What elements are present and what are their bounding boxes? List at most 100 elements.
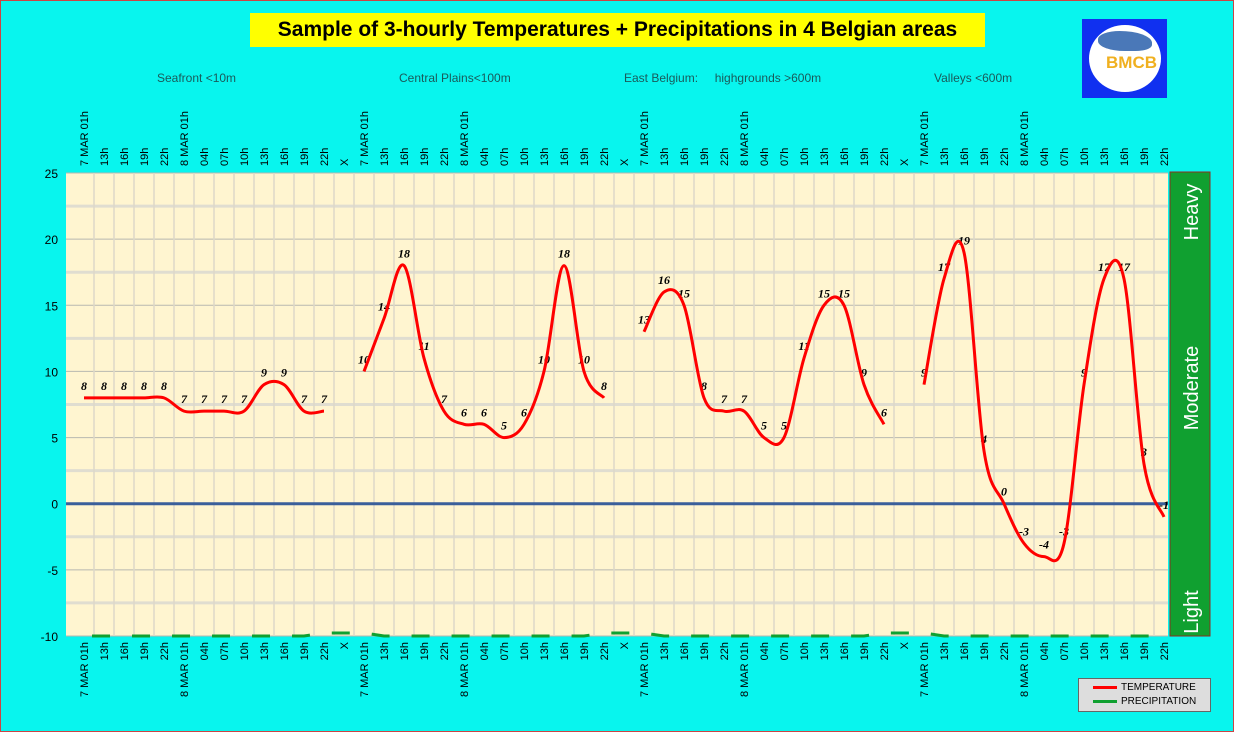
temperature-data-label: 8 [141, 379, 147, 393]
x-tick-label-top: 13h [939, 148, 951, 166]
bmcb-logo: BMCB [1082, 19, 1167, 98]
area-label-seafront: Seafront <10m [157, 71, 237, 85]
x-tick-label-bottom: 13h [1099, 642, 1111, 660]
temperature-data-label: -4 [1039, 538, 1049, 552]
x-tick-label-top: 04h [199, 148, 211, 166]
temperature-data-label: -1 [1159, 498, 1169, 512]
temperature-data-label: 6 [481, 405, 487, 419]
x-tick-label-bottom: 04h [759, 642, 771, 660]
temperature-data-label: 9 [1081, 366, 1087, 380]
x-tick-label-top: 13h [99, 148, 111, 166]
temperature-data-label: 9 [281, 366, 287, 380]
x-tick-label-bottom: 7 MAR 01h [639, 642, 651, 697]
x-tick-label-top: 16h [119, 148, 131, 166]
temperature-data-label: 15 [818, 286, 830, 300]
x-tick-label-top: 07h [779, 148, 791, 166]
x-tick-label-bottom: 16h [279, 642, 291, 660]
x-tick-label-bottom: 22h [599, 642, 611, 660]
y-tick-label: 5 [51, 432, 58, 446]
x-tick-label-bottom: 13h [819, 642, 831, 660]
legend-item-temperature: TEMPERATURE [1093, 682, 1196, 693]
x-tick-label-top: 16h [679, 148, 691, 166]
y-tick-label: 15 [45, 299, 59, 313]
x-tick-label-bottom: 16h [1119, 642, 1131, 660]
x-tick-label-bottom: 8 MAR 01h [179, 642, 191, 697]
legend: TEMPERATURE PRECIPITATION [1078, 678, 1211, 712]
x-tick-label-bottom: 10h [1079, 642, 1091, 660]
temperature-data-label: 8 [601, 379, 607, 393]
x-tick-label-top: 16h [399, 148, 411, 166]
x-tick-label-bottom: 04h [199, 642, 211, 660]
x-tick-label-top: 16h [1119, 148, 1131, 166]
temperature-data-label: 8 [81, 379, 87, 393]
temperature-data-label: 7 [321, 392, 328, 406]
precip-scale-heavy: Heavy [1181, 184, 1203, 241]
x-tick-label-bottom: 7 MAR 01h [359, 642, 371, 697]
temperature-data-label: 8 [701, 379, 707, 393]
x-tick-label-bottom: 22h [879, 642, 891, 660]
x-tick-label-top: 19h [1139, 148, 1151, 166]
area-label-central: Central Plains<100m [399, 71, 511, 85]
x-tick-label-bottom: 19h [859, 642, 871, 660]
x-tick-label-top: 16h [559, 148, 571, 166]
temperature-data-label: 6 [461, 405, 467, 419]
x-tick-label-top: 19h [139, 148, 151, 166]
x-tick-label-bottom: 13h [659, 642, 671, 660]
x-tick-label-top: 8 MAR 01h [1019, 111, 1031, 166]
x-tick-label-top: 22h [719, 148, 731, 166]
x-tick-label-bottom: X [339, 641, 351, 649]
x-tick-label-bottom: 8 MAR 01h [1019, 642, 1031, 697]
x-tick-label-bottom: 10h [519, 642, 531, 660]
x-tick-label-top: 22h [159, 148, 171, 166]
temperature-data-label: 0 [1001, 485, 1007, 499]
x-tick-label-bottom: 22h [999, 642, 1011, 660]
x-tick-label-top: 19h [299, 148, 311, 166]
x-tick-label-bottom: 7 MAR 01h [79, 642, 91, 697]
x-tick-label-top: 07h [1059, 148, 1071, 166]
x-tick-label-bottom: 19h [1139, 642, 1151, 660]
x-tick-label-top: 07h [499, 148, 511, 166]
x-tick-label-top: 7 MAR 01h [639, 111, 651, 166]
temperature-data-label: -3 [1019, 524, 1029, 538]
temperature-data-label: 5 [501, 419, 507, 433]
x-tick-label-top: X [619, 158, 631, 166]
x-tick-label-top: 13h [1099, 148, 1111, 166]
x-tick-label-top: 16h [839, 148, 851, 166]
x-tick-label-top: 13h [259, 148, 271, 166]
x-tick-label-top: 13h [539, 148, 551, 166]
x-tick-label-top: X [339, 158, 351, 166]
x-tick-label-top: 8 MAR 01h [459, 111, 471, 166]
x-tick-label-top: 19h [579, 148, 591, 166]
temperature-data-label: 7 [441, 392, 448, 406]
x-tick-label-top: 7 MAR 01h [919, 111, 931, 166]
x-tick-label-top: 04h [1039, 148, 1051, 166]
y-tick-label: -5 [47, 564, 58, 578]
area-label-east: East Belgium: highgrounds >600m [624, 71, 822, 85]
x-tick-label-bottom: 19h [419, 642, 431, 660]
temperature-data-label: 9 [261, 366, 267, 380]
x-tick-label-top: 19h [859, 148, 871, 166]
temperature-data-label: 9 [861, 366, 867, 380]
temperature-line [362, 263, 606, 440]
x-tick-label-top: 8 MAR 01h [179, 111, 191, 166]
precip-scale-moderate: Moderate [1181, 346, 1203, 431]
temperature-data-label: 8 [121, 379, 127, 393]
temperature-data-label: 8 [161, 379, 167, 393]
x-tick-label-top: 22h [879, 148, 891, 166]
temperature-data-label: 6 [881, 405, 887, 419]
legend-label-temperature: TEMPERATURE [1121, 682, 1196, 693]
x-tick-label-top: X [899, 158, 911, 166]
x-tick-label-bottom: X [899, 641, 911, 649]
x-tick-label-bottom: 07h [219, 642, 231, 660]
x-tick-label-bottom: 13h [259, 642, 271, 660]
y-tick-label: -10 [41, 630, 59, 644]
x-tick-label-bottom: 22h [159, 642, 171, 660]
x-tick-label-bottom: 16h [959, 642, 971, 660]
temperature-data-label: 5 [781, 419, 787, 433]
precip-scale-light: Light [1181, 590, 1203, 634]
x-tick-label-top: 10h [799, 148, 811, 166]
x-tick-label-top: 10h [1079, 148, 1091, 166]
temperature-data-label: 11 [798, 339, 809, 353]
x-tick-label-bottom: 22h [719, 642, 731, 660]
